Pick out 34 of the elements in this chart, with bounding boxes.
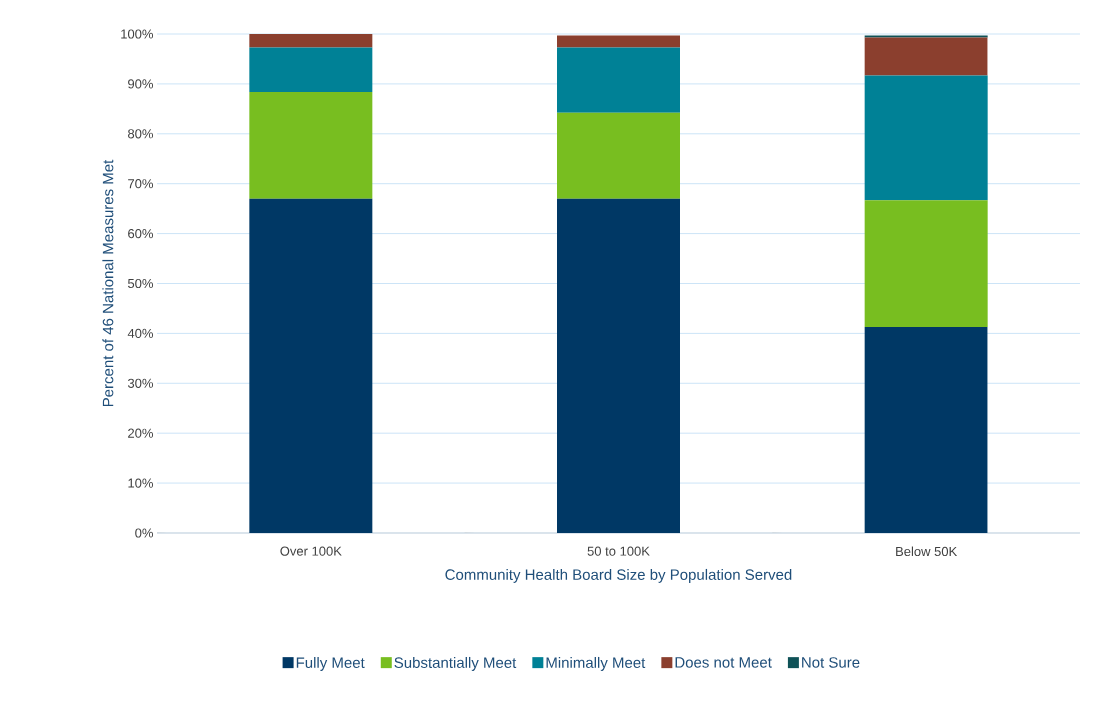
- x-tick-label: 50 to 100K: [587, 546, 650, 556]
- legend-label: Substantially Meet: [394, 656, 517, 671]
- bar: [249, 34, 373, 48]
- bar: [249, 47, 373, 92]
- bar: [864, 200, 988, 327]
- bar: [864, 35, 988, 38]
- bar: [864, 75, 988, 201]
- legend-label: Not Sure: [802, 657, 860, 668]
- y-tick-label: 80%: [128, 129, 154, 139]
- bar: [249, 198, 373, 533]
- bar: [864, 326, 988, 533]
- y-tick-label: 50%: [127, 278, 154, 289]
- legend-label: Minimally Meet: [546, 656, 646, 671]
- bar: [557, 198, 680, 533]
- bar: [864, 37, 988, 76]
- y-tick-label: 0%: [135, 528, 154, 538]
- y-tick-label: 40%: [127, 328, 154, 338]
- y-tick-label: 60%: [128, 228, 154, 239]
- y-axis-title: Percent of 46 National Measures Met: [102, 159, 114, 407]
- bar: [557, 35, 680, 48]
- y-tick-label: 30%: [127, 378, 154, 388]
- y-tick-label: 90%: [128, 79, 154, 89]
- x-tick-label: Below 50K: [896, 546, 958, 557]
- y-tick-label: 10%: [128, 478, 154, 488]
- x-axis-title: Community Health Board Size by Population Served: [445, 568, 792, 583]
- legend-label: Does not Meet: [675, 657, 772, 668]
- y-tick-label: 20%: [128, 428, 154, 438]
- bar: [557, 47, 680, 113]
- y-tick-label: 70%: [128, 179, 154, 189]
- y-tick-label: 100%: [121, 29, 154, 39]
- legend-label: Fully Meet: [296, 656, 365, 671]
- bar: [557, 112, 680, 199]
- x-tick-label: Over 100K: [280, 546, 342, 556]
- bar: [249, 91, 373, 199]
